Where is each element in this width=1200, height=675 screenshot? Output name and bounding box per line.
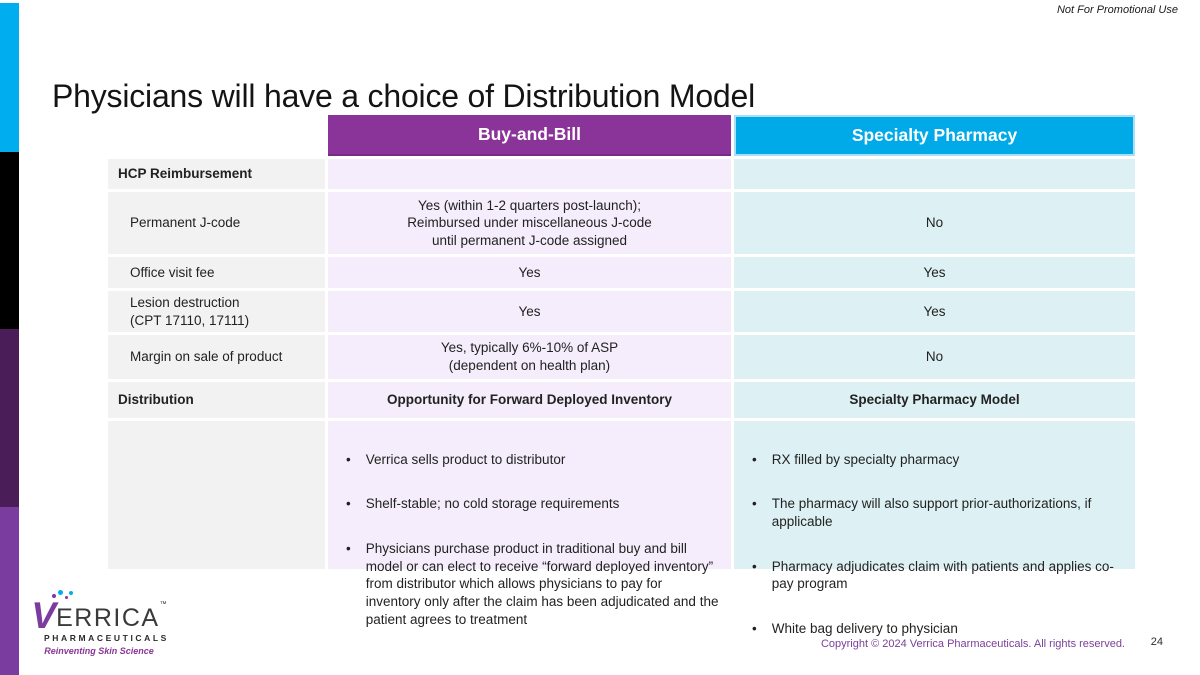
cell-bullets-buy-and-bill: Verrica sells product to distributor She… [328,421,731,627]
verrica-logo: V ERRICA ™ PHARMACEUTICALS Reinventing S… [31,590,169,656]
cell-distribution-specialty: Specialty Pharmacy Model [734,382,1135,418]
page-number: 24 [1150,636,1163,648]
page-title: Physicians will have a choice of Distrib… [52,78,756,115]
row-label-permanent-j-code: Permanent J-code [108,192,325,254]
bullet-item: RX filled by specialty pharmacy [752,451,1123,469]
header-spacer-cell [108,115,325,156]
column-header-buy-and-bill: Buy-and-Bill [328,115,731,156]
logo-v-glyph: V [31,595,57,636]
copyright-text: Copyright © 2024 Verrica Pharmaceuticals… [820,638,1125,650]
cell-j-code-buy-and-bill: Yes (within 1-2 quarters post-launch); R… [328,192,731,254]
logo-trademark: ™ [159,601,167,608]
logo-sparkle-dot-icon [52,594,56,598]
logo-sparkle-dot-icon [65,596,68,599]
row-label-office-visit-fee: Office visit fee [108,257,325,288]
distribution-comparison-table: Buy-and-Bill Specialty Pharmacy HCP Reim… [108,115,1135,636]
disclaimer-text: Not For Promotional Use [1056,4,1178,16]
bullet-item: White bag delivery to physician [752,620,1123,638]
bullet-item: Physicians purchase product in tradition… [346,540,719,630]
column-header-specialty-pharmacy: Specialty Pharmacy [734,115,1135,156]
cell-office-fee-buy-and-bill: Yes [328,257,731,288]
cell-lesion-specialty: Yes [734,291,1135,332]
cell-lesion-buy-and-bill: Yes [328,291,731,332]
row-label-lesion-destruction: Lesion destruction (CPT 17110, 17111) [108,291,325,332]
logo-tagline: Reinventing Skin Science [44,646,154,656]
cell-j-code-specialty: No [734,192,1135,254]
cell-bullets-specialty: RX filled by specialty pharmacy The phar… [734,421,1135,636]
buy-and-bill-bullet-list: Verrica sells product to distributor She… [346,433,719,656]
bullet-item: Verrica sells product to distributor [346,451,719,469]
logo-subtitle: PHARMACEUTICALS [44,633,169,643]
cell-office-fee-specialty: Yes [734,257,1135,288]
cell-margin-buy-and-bill: Yes, typically 6%-10% of ASP (dependent … [328,335,731,379]
accent-bar-black [0,152,19,329]
specialty-bullet-list: RX filled by specialty pharmacy The phar… [752,433,1123,664]
logo-sparkle-dot-icon [69,591,73,595]
verrica-logo-wordmark: V ERRICA ™ [31,590,167,634]
cell-hcp-specialty [734,159,1135,189]
accent-bar-cyan [0,3,19,152]
bullet-item: Pharmacy adjudicates claim with patients… [752,558,1123,594]
row-label-distribution: Distribution [108,382,325,418]
row-label-margin-on-sale: Margin on sale of product [108,335,325,379]
logo-brand-text: ERRICA [56,604,160,632]
accent-bar-dark-purple [0,329,19,507]
accent-bar-purple [0,507,19,675]
cell-hcp-buy-and-bill [328,159,731,189]
logo-sparkle-dot-icon [58,590,63,595]
cell-margin-specialty: No [734,335,1135,379]
cell-distribution-buy-and-bill: Opportunity for Forward Deployed Invento… [328,382,731,418]
bullet-item: Shelf-stable; no cold storage requiremen… [346,495,719,513]
row-label-hcp-reimbursement: HCP Reimbursement [108,159,325,189]
row-label-distribution-details [108,421,325,569]
bullet-item: The pharmacy will also support prior-aut… [752,495,1123,531]
